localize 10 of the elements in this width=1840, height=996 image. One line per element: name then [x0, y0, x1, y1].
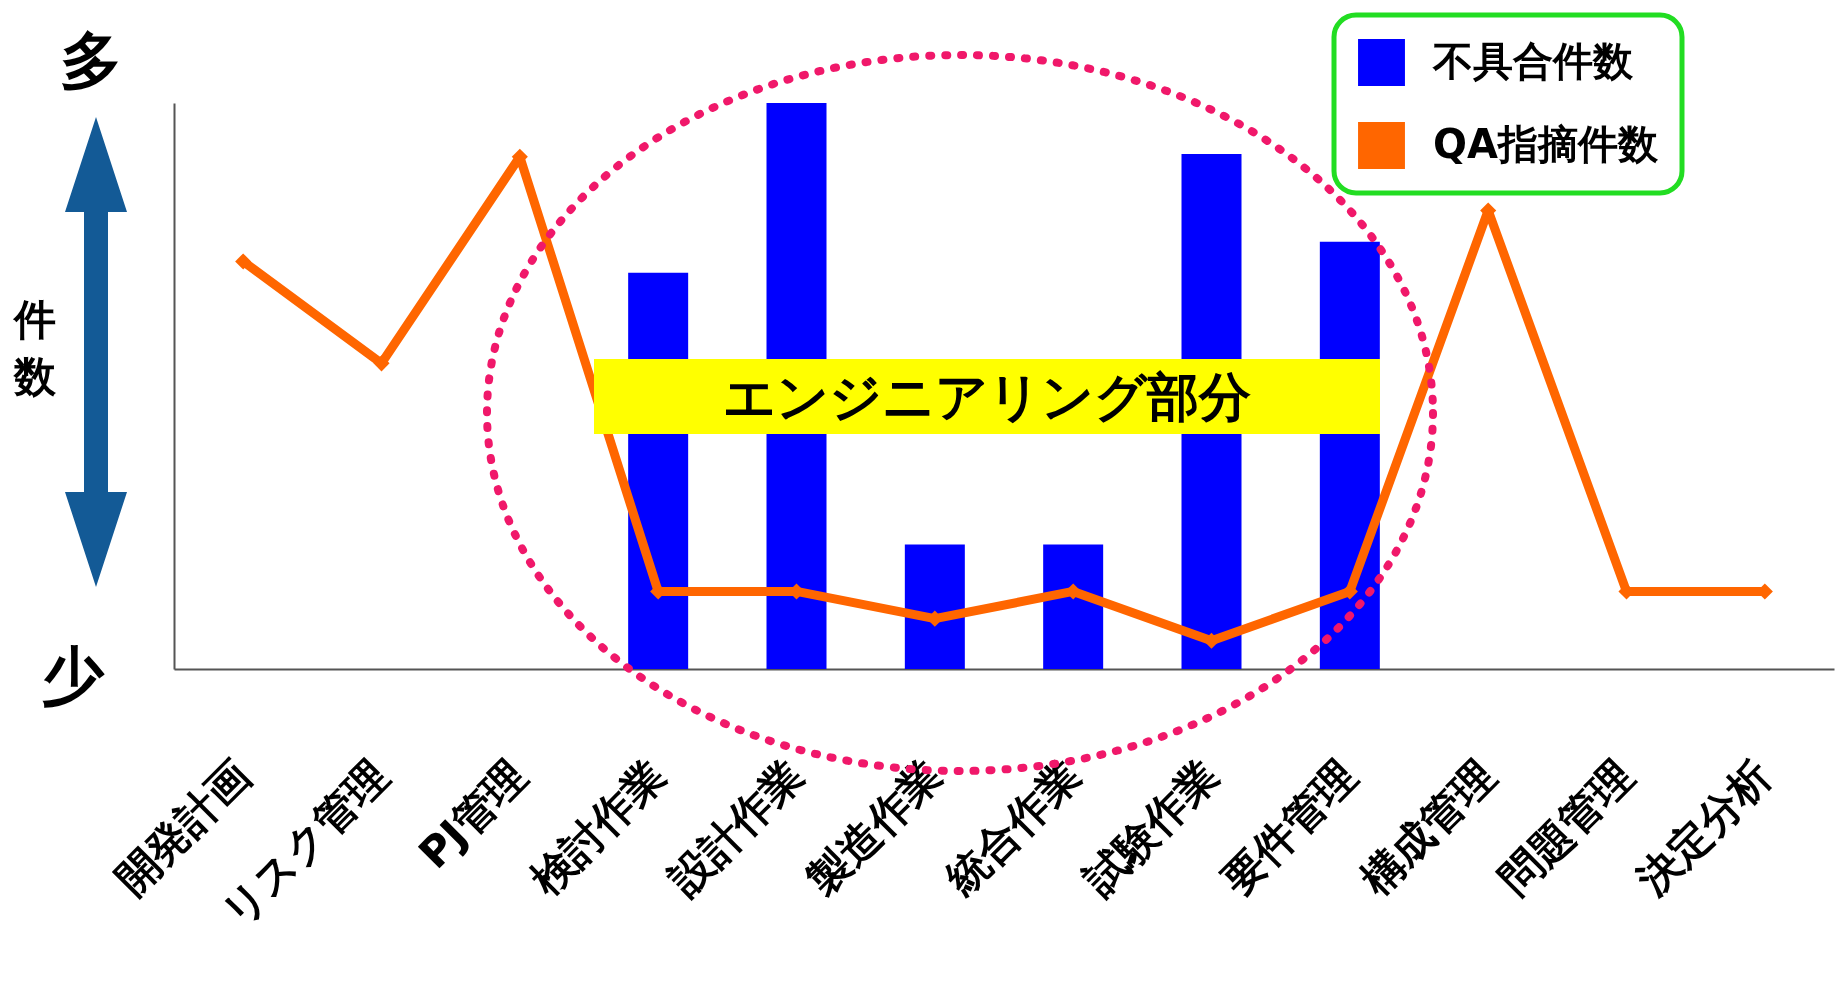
legend-label: QA指摘件数: [1433, 120, 1659, 167]
text: 多: [60, 24, 122, 97]
text: 少: [42, 639, 104, 712]
legend-label: 不具合件数: [1432, 37, 1634, 84]
point: [1203, 632, 1220, 649]
y-axis-title: 件数: [14, 294, 57, 403]
point: [235, 253, 252, 270]
bar: [904, 544, 965, 669]
bar: [1043, 544, 1104, 669]
point: [373, 355, 390, 372]
